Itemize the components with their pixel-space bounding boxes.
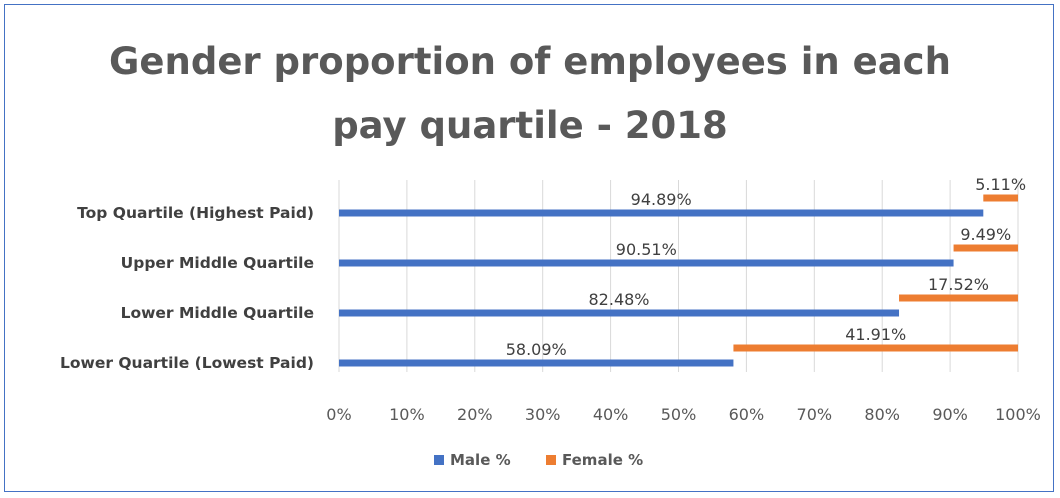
x-tick-label: 100%	[995, 405, 1041, 424]
chart-title-line-1: Gender proportion of employees in each	[109, 40, 951, 83]
x-tick-label: 50%	[661, 405, 697, 424]
chart-title-line-2: pay quartile - 2018	[332, 104, 728, 147]
data-label-male: 94.89%	[631, 190, 692, 209]
bar-male	[339, 309, 900, 317]
bar-female	[899, 294, 1018, 302]
bar-male	[339, 209, 984, 217]
bar-female	[733, 344, 1018, 352]
data-label-male: 90.51%	[616, 240, 677, 259]
x-tick-label: 40%	[593, 405, 629, 424]
x-tick-label: 30%	[525, 405, 561, 424]
chart-frame	[4, 4, 1054, 492]
data-label-female: 9.49%	[960, 225, 1011, 244]
x-tick-label: 60%	[729, 405, 765, 424]
category-label: Lower Middle Quartile	[121, 304, 314, 322]
data-label-female: 41.91%	[845, 325, 906, 344]
bar-female	[983, 194, 1018, 202]
category-label: Top Quartile (Highest Paid)	[77, 204, 314, 222]
bar-male	[339, 359, 734, 367]
data-label-male: 82.48%	[589, 290, 650, 309]
bar-male	[339, 259, 954, 267]
x-tick-label: 70%	[797, 405, 833, 424]
legend-swatch-female	[546, 455, 556, 465]
data-label-female: 17.52%	[928, 275, 989, 294]
x-tick-label: 20%	[457, 405, 493, 424]
data-label-male: 58.09%	[506, 340, 567, 359]
legend-label-male: Male %	[450, 451, 511, 469]
legend-swatch-male	[434, 455, 444, 465]
legend-label-female: Female %	[562, 451, 643, 469]
category-label: Upper Middle Quartile	[121, 254, 314, 272]
category-label: Lower Quartile (Lowest Paid)	[60, 354, 314, 372]
x-tick-label: 0%	[326, 405, 351, 424]
data-label-female: 5.11%	[975, 175, 1026, 194]
x-tick-label: 10%	[389, 405, 425, 424]
x-tick-label: 90%	[932, 405, 968, 424]
chart-title: Gender proportion of employees in each p…	[0, 30, 1060, 158]
x-tick-label: 80%	[864, 405, 900, 424]
bar-female	[953, 244, 1018, 252]
